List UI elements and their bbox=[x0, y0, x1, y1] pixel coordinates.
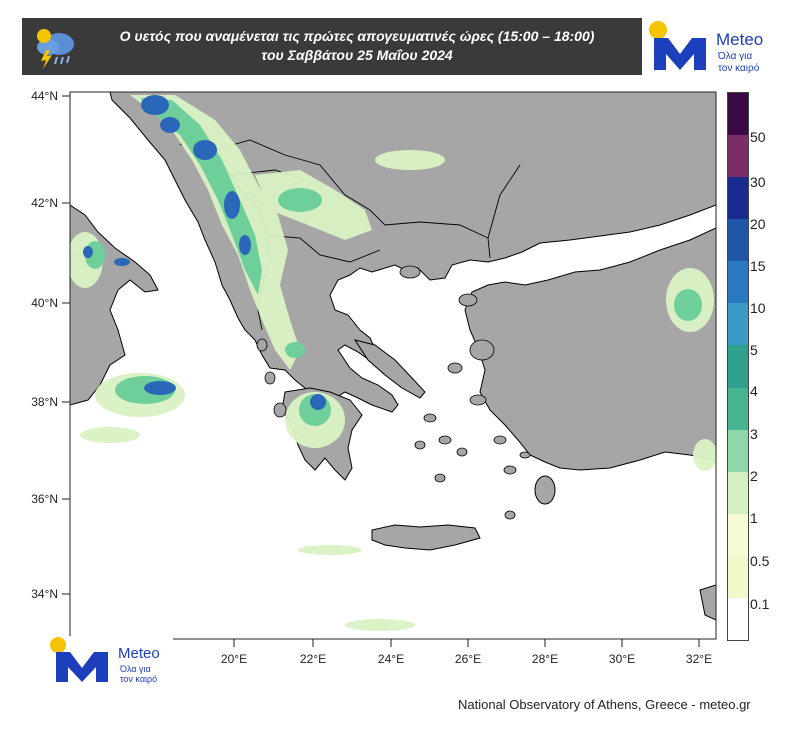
land-balkans bbox=[109, 92, 716, 413]
brand-tagline-1: Όλα για bbox=[718, 51, 753, 62]
colorbar-segment bbox=[728, 177, 748, 220]
lat-label-38: 38°N bbox=[31, 395, 58, 409]
land-rhodes bbox=[534, 475, 556, 505]
land-anatolia bbox=[464, 227, 716, 471]
cb-label-0-5: 0.5 bbox=[750, 553, 770, 569]
meteo-m-icon bbox=[649, 21, 706, 70]
source-credit: National Observatory of Athens, Greece -… bbox=[458, 697, 751, 712]
map-title: Ο υετός που αναμένεται τις πρώτες απογευ… bbox=[82, 27, 632, 65]
lon-label-20: 20°E bbox=[221, 652, 247, 666]
map-frame bbox=[69, 91, 717, 640]
colorbar-segment bbox=[728, 303, 748, 346]
colorbar-segment bbox=[728, 387, 748, 431]
brand-name: Meteo bbox=[716, 30, 764, 49]
cb-label-0-1: 0.1 bbox=[750, 596, 770, 612]
lon-label-22: 22°E bbox=[300, 652, 326, 666]
cb-label-50: 50 bbox=[750, 129, 766, 145]
colorbar-segment bbox=[728, 93, 748, 136]
colorbar-segment bbox=[728, 219, 748, 262]
latitude-axis bbox=[62, 95, 70, 595]
aegean-islands bbox=[256, 265, 531, 520]
title-line-2: του Σαββάτου 25 Μαΐου 2024 bbox=[261, 47, 453, 63]
lat-label-42: 42°N bbox=[31, 196, 58, 210]
colorbar-segment bbox=[728, 261, 748, 304]
brand-name: Meteo bbox=[118, 645, 160, 662]
colorbar-segment bbox=[728, 597, 748, 641]
meteo-logo-top[interactable]: Meteo Όλα για τον καιρό bbox=[648, 20, 773, 76]
lat-label-34: 34°N bbox=[31, 587, 58, 601]
lon-label-32: 32°E bbox=[686, 652, 712, 666]
title-line-1: Ο υετός που αναμένεται τις πρώτες απογευ… bbox=[119, 28, 595, 44]
longitude-axis bbox=[233, 639, 700, 647]
rain-cloud-lightning-icon bbox=[37, 29, 74, 69]
cb-label-2: 2 bbox=[750, 468, 758, 484]
lat-label-36: 36°N bbox=[31, 492, 58, 506]
precipitation-colorbar bbox=[727, 92, 749, 641]
colorbar-segment bbox=[728, 429, 748, 473]
brand-tagline-1: Όλα για bbox=[120, 664, 151, 674]
cb-label-5: 5 bbox=[750, 342, 758, 358]
land-cyprus bbox=[699, 584, 716, 621]
cb-label-3: 3 bbox=[750, 426, 758, 442]
colorbar-segment bbox=[728, 135, 748, 178]
meteo-logo-bottom[interactable]: Meteo Όλα για τον καιρό bbox=[48, 636, 173, 686]
cb-label-20: 20 bbox=[750, 216, 766, 232]
colorbar-segment bbox=[728, 471, 748, 515]
lon-label-28: 28°E bbox=[532, 652, 558, 666]
cb-label-10: 10 bbox=[750, 300, 766, 316]
cb-label-15: 15 bbox=[750, 258, 766, 274]
colorbar-segment bbox=[728, 513, 748, 557]
precip-heavy bbox=[83, 95, 326, 410]
colorbar-segment bbox=[728, 345, 748, 389]
title-banner: Ο υετός που αναμένεται τις πρώτες απογευ… bbox=[22, 18, 642, 75]
lon-label-30: 30°E bbox=[609, 652, 635, 666]
cb-label-1: 1 bbox=[750, 510, 758, 526]
lat-label-44: 44°N bbox=[31, 89, 58, 103]
colorbar-segment bbox=[728, 555, 748, 599]
land-crete bbox=[371, 524, 481, 551]
lon-label-24: 24°E bbox=[378, 652, 404, 666]
brand-tagline-2: τον καιρό bbox=[718, 63, 760, 74]
meteo-m-icon bbox=[50, 637, 108, 682]
cb-label-4: 4 bbox=[750, 383, 758, 399]
lon-label-26: 26°E bbox=[455, 652, 481, 666]
land-euboea bbox=[353, 339, 426, 399]
brand-tagline-2: τον καιρό bbox=[120, 674, 158, 684]
cb-label-30: 30 bbox=[750, 174, 766, 190]
lat-label-40: 40°N bbox=[31, 296, 58, 310]
